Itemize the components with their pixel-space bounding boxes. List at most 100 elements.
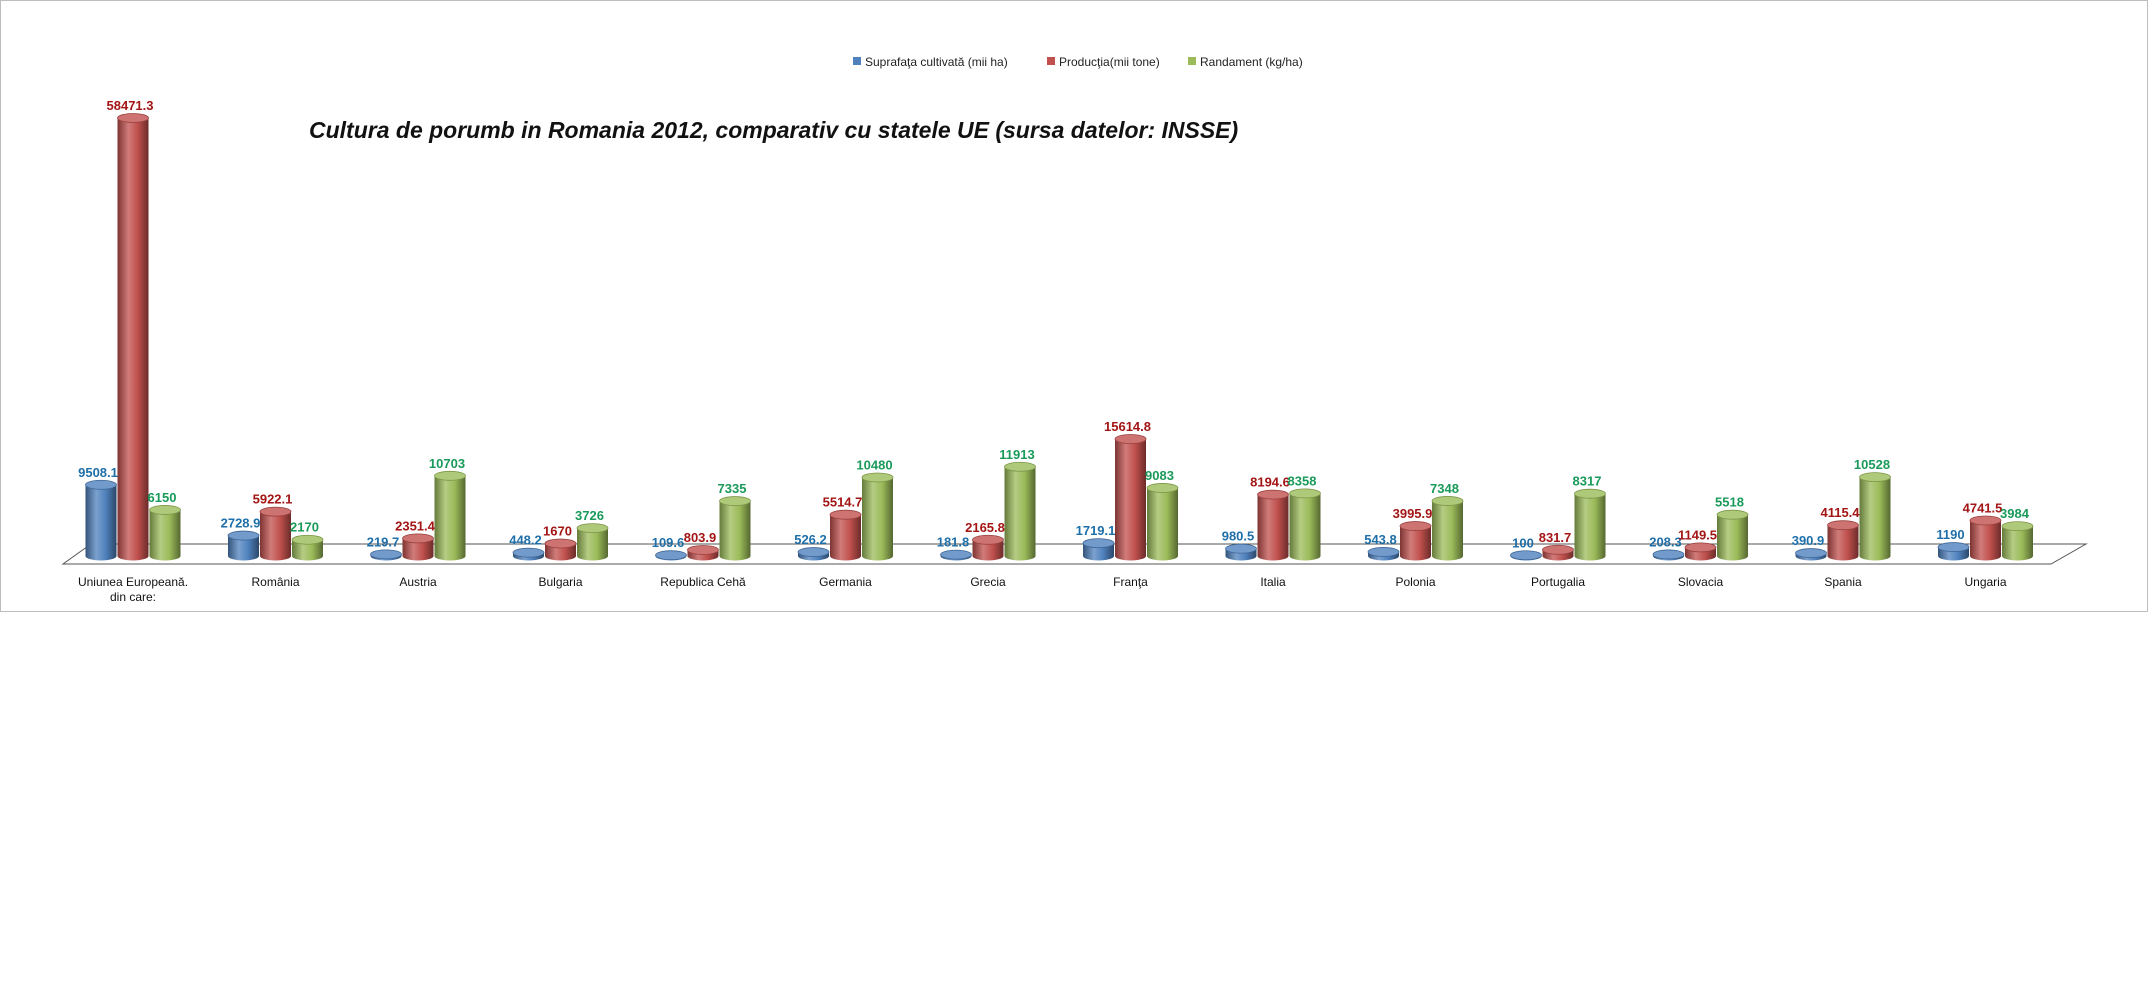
bar-body <box>830 514 861 561</box>
bar-top <box>972 534 1004 545</box>
value-labels-group: 9508.1 58471.3 6150 2728.9 5922.1 2170 219.723… <box>78 98 2030 550</box>
data-label: 3995.9 <box>1393 506 1433 521</box>
bar-top <box>1574 488 1606 499</box>
data-label: 2351.4 <box>395 518 436 533</box>
data-label: 10703 <box>429 456 465 471</box>
data-label: 1149.5 <box>1678 527 1717 542</box>
bar-top <box>1937 542 1970 552</box>
chart-svg: Cultura de porumb in Romania 2012, compa… <box>61 55 2088 604</box>
bar <box>797 547 830 561</box>
data-label: 5518 <box>1715 495 1744 510</box>
bar-body <box>117 118 149 561</box>
bar-top <box>687 545 719 555</box>
legend-label: Randament (kg/ha) <box>1200 55 1303 69</box>
bar <box>1257 489 1289 561</box>
data-label: 8194.6 <box>1250 475 1290 490</box>
bar-top <box>829 509 862 520</box>
data-label: 10528 <box>1854 457 1890 472</box>
bar <box>544 538 577 561</box>
category-label: Franţa <box>1113 575 1148 589</box>
category-label: Polonia <box>1395 575 1435 589</box>
bar-top <box>291 534 324 545</box>
bar <box>1004 461 1036 561</box>
legend-label: Producţia(mii tone) <box>1059 55 1160 69</box>
bar-top <box>1004 461 1036 472</box>
data-label: 543.8 <box>1364 532 1397 547</box>
bar-body <box>2002 526 2033 561</box>
data-label: 7335 <box>718 481 747 496</box>
bar <box>1399 521 1432 561</box>
bar-top <box>370 549 402 560</box>
bar-top <box>1827 520 1859 531</box>
bar <box>1795 548 1827 561</box>
bar-top <box>544 538 577 549</box>
bar-top <box>655 550 687 561</box>
bar <box>1082 538 1115 561</box>
chart-frame: Cultura de porumb in Romania 2012, compa… <box>0 0 2148 612</box>
bar-top <box>117 113 149 123</box>
bar-body <box>1083 543 1114 561</box>
bar-body <box>577 528 608 561</box>
category-labels-group: Uniunea Europeană. din care: România Austri… <box>78 575 2007 604</box>
data-label: 8358 <box>1288 473 1317 488</box>
bar <box>1859 472 1891 561</box>
bar-top <box>1795 548 1827 558</box>
bar-top <box>227 530 260 541</box>
bar-top <box>940 549 972 560</box>
data-label: 1190 <box>1936 527 1964 542</box>
bar-top <box>1082 538 1115 549</box>
bar-body <box>1859 477 1891 561</box>
bar <box>291 534 324 561</box>
bar <box>512 547 545 561</box>
bar-top <box>1289 488 1321 499</box>
bar-top <box>1684 542 1717 553</box>
data-label: 4741.5 <box>1963 500 2003 515</box>
legend: Suprafaţa cultivată (mii ha) Producţia(mi… <box>853 55 1303 69</box>
bar-body <box>1400 526 1431 561</box>
bar <box>2001 521 2034 561</box>
bar-top <box>1716 509 1749 520</box>
category-label: Bulgaria <box>538 575 582 589</box>
data-label: 109.6 <box>652 535 685 550</box>
data-label: 58471.3 <box>107 98 154 113</box>
bar <box>1652 549 1685 561</box>
bar-top <box>576 523 609 533</box>
bar <box>1289 488 1321 561</box>
bar <box>402 533 434 561</box>
bar-body <box>402 538 434 561</box>
data-label: 1719.1 <box>1076 523 1116 538</box>
bar <box>85 479 117 561</box>
data-label: 8317 <box>1573 474 1602 489</box>
data-label: 2728.9 <box>221 516 261 531</box>
bar-top <box>719 496 751 506</box>
bar-body <box>1289 493 1321 561</box>
category-label: România <box>251 575 299 589</box>
bar-top <box>402 533 434 544</box>
bar <box>1431 496 1464 561</box>
bar-top <box>1859 472 1891 483</box>
legend-swatch <box>1047 57 1055 65</box>
bar-top <box>149 505 181 515</box>
bar <box>1716 509 1749 561</box>
data-label: 100 <box>1512 535 1534 550</box>
category-label: Germania <box>819 575 872 589</box>
bar-top <box>797 547 830 557</box>
bar-body <box>1432 500 1463 561</box>
bar <box>227 530 260 561</box>
legend-swatch <box>853 57 861 65</box>
bar-top <box>1114 434 1147 444</box>
category-label: Austria <box>399 575 437 589</box>
category-label: Republica Cehă <box>660 575 746 589</box>
bar-top <box>1367 547 1400 557</box>
data-label: 3984 <box>2000 506 2030 521</box>
data-label: 11913 <box>999 447 1034 462</box>
bar-body <box>1827 525 1859 561</box>
bar-body <box>228 535 259 561</box>
data-label: 803.9 <box>684 530 717 545</box>
bar-body <box>1115 439 1146 561</box>
category-label: Portugalia <box>1531 575 1585 589</box>
bar-top <box>1542 544 1574 555</box>
data-label: 1670 <box>543 523 572 538</box>
bar <box>1969 515 2002 561</box>
bar-top <box>259 506 292 517</box>
